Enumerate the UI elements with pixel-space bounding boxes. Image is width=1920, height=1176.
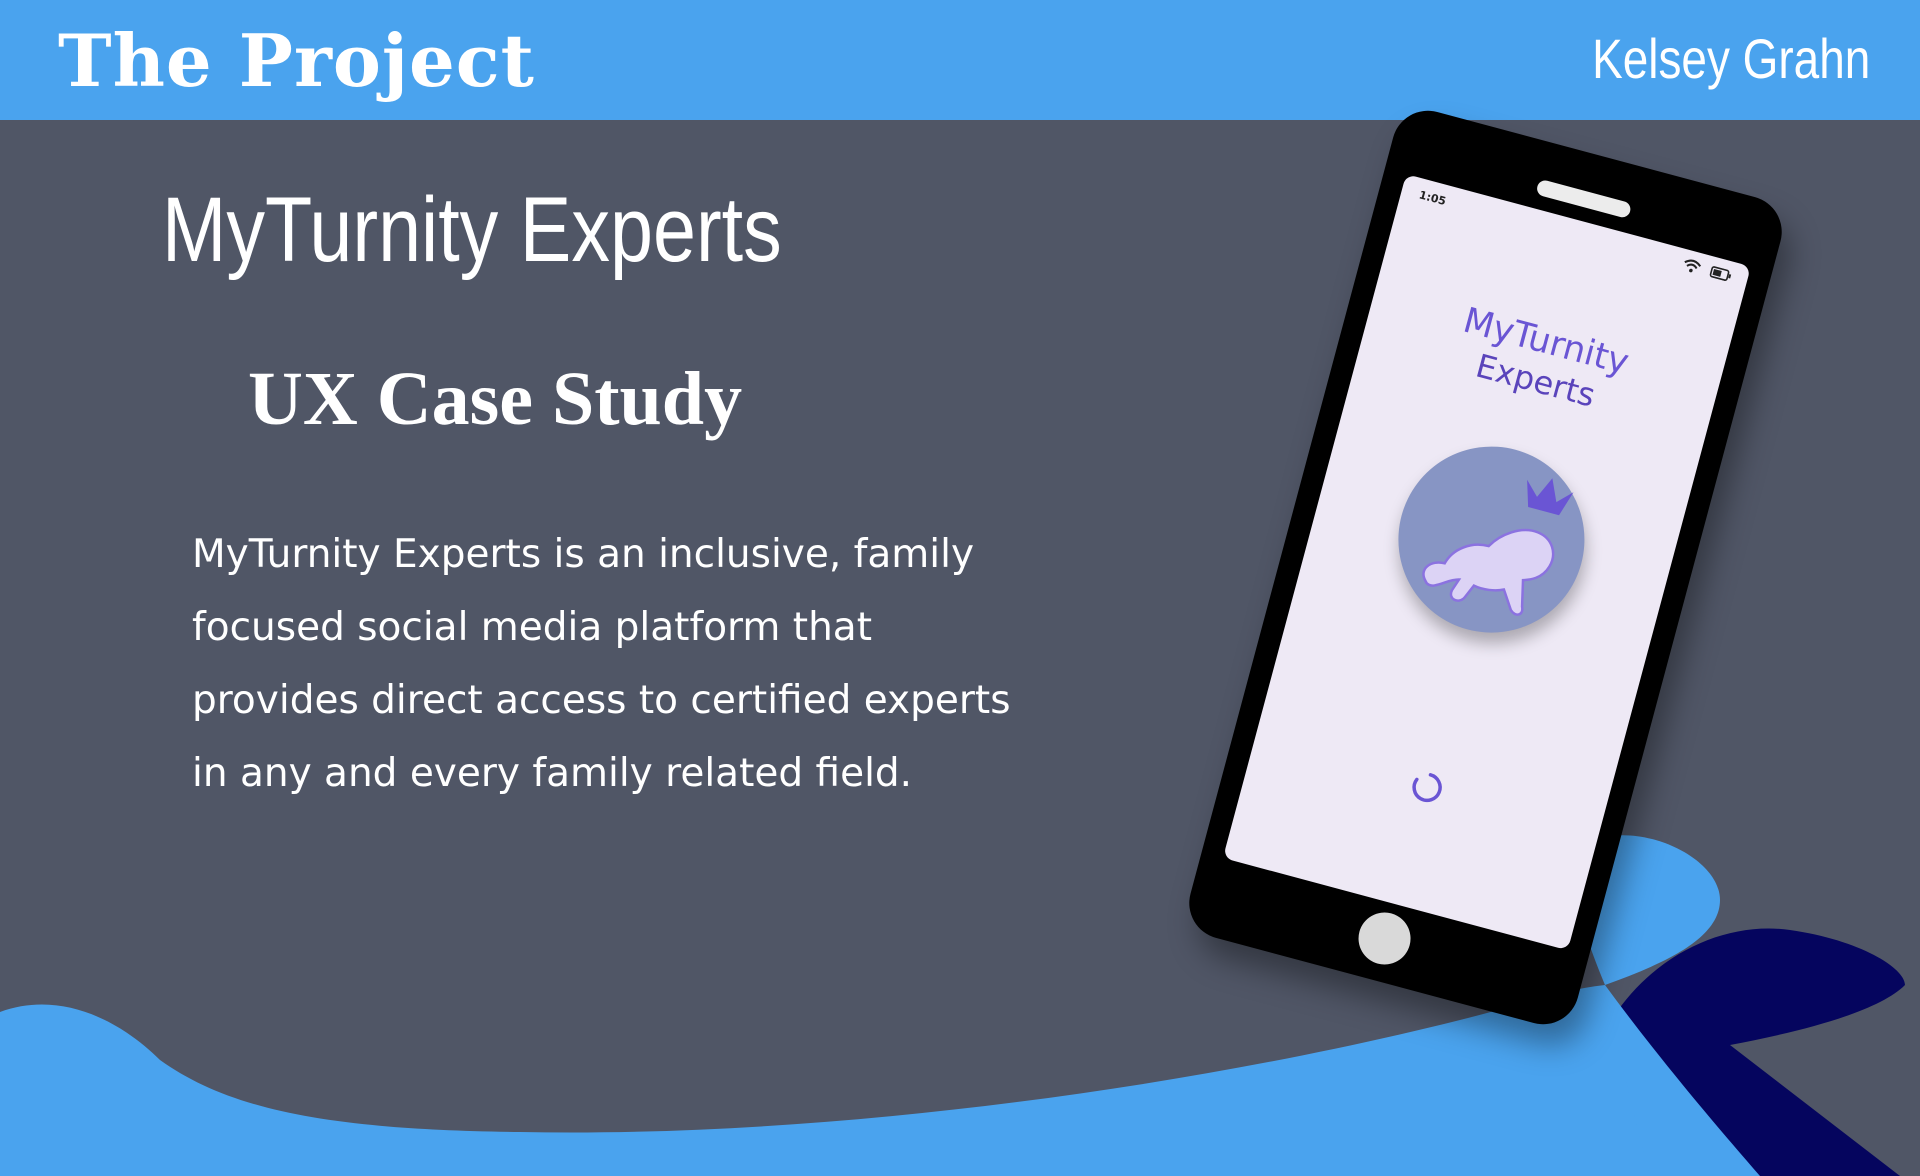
wifi-icon: [1684, 259, 1702, 273]
section-title: The Project: [58, 18, 535, 103]
app-logo: [1377, 425, 1606, 654]
wave-light-main: [0, 985, 1720, 1176]
loading-spinner-icon: [1412, 773, 1442, 803]
phone-screen: 1:05 MyTurnity Experts: [1222, 174, 1751, 951]
status-icons: [1682, 257, 1734, 283]
header-bar: The Project Kelsey Grahn: [0, 0, 1920, 120]
status-time: 1:05: [1417, 188, 1448, 209]
battery-icon: [1709, 266, 1732, 281]
subtitle: UX Case Study: [248, 357, 743, 441]
crawling-baby-crown-logo: [1422, 478, 1574, 616]
wave-light-swoosh: [1574, 835, 1760, 1176]
phone-mockup: 1:05 MyTurnity Experts: [1181, 102, 1790, 1033]
phone-home-button: [1352, 906, 1417, 971]
app-title: MyTurnity Experts: [162, 179, 782, 281]
author-name: Kelsey Grahn: [1591, 27, 1870, 90]
project-description: MyTurnity Experts is an inclusive, famil…: [192, 532, 1011, 796]
